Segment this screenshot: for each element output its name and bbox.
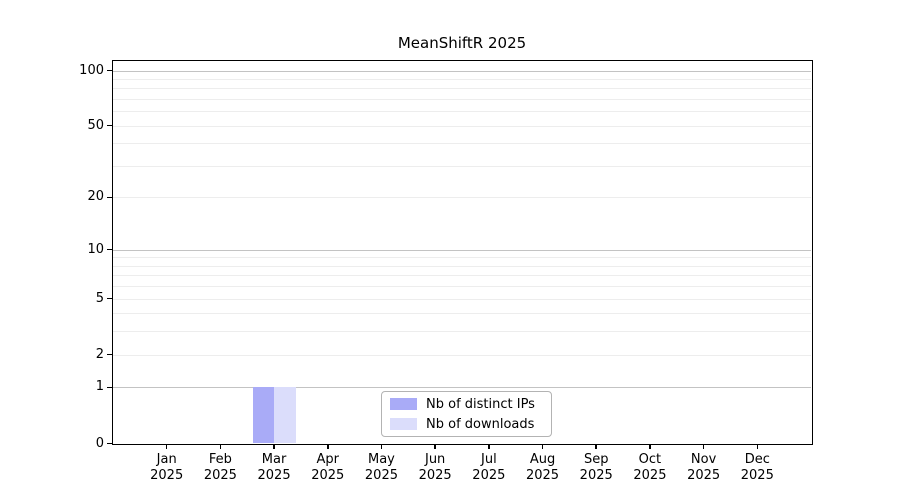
x-tick bbox=[380, 444, 383, 449]
bar-downloads bbox=[274, 387, 296, 444]
x-tick bbox=[488, 444, 490, 449]
y-tick-label: 0 bbox=[95, 435, 104, 451]
gridline-minor bbox=[113, 298, 811, 300]
x-tick-label: Oct 2025 bbox=[633, 452, 667, 483]
gridline-minor bbox=[113, 98, 811, 100]
gridline-minor bbox=[113, 331, 811, 333]
x-tick bbox=[649, 444, 651, 449]
x-tick-label: May 2025 bbox=[364, 452, 398, 483]
gridline-minor bbox=[113, 286, 811, 288]
y-tick bbox=[106, 297, 112, 300]
x-tick bbox=[327, 444, 329, 449]
x-tick-label: Dec 2025 bbox=[740, 452, 774, 483]
x-tick bbox=[541, 444, 544, 449]
y-tick-label: 20 bbox=[87, 189, 104, 205]
x-tick-label: Apr 2025 bbox=[311, 452, 345, 483]
gridline-minor bbox=[113, 275, 811, 277]
x-tick bbox=[219, 444, 222, 449]
y-tick-label: 5 bbox=[95, 290, 104, 306]
x-tick bbox=[165, 444, 168, 449]
legend-swatch-downloads bbox=[390, 418, 417, 430]
plot-frame bbox=[111, 59, 813, 445]
y-tick bbox=[106, 386, 112, 389]
legend-label-downloads: Nb of downloads bbox=[426, 416, 535, 432]
x-tick-label: Mar 2025 bbox=[257, 452, 291, 483]
x-tick bbox=[756, 444, 759, 449]
legend-swatch-distinct-ips bbox=[390, 398, 417, 410]
gridline-minor bbox=[113, 197, 811, 199]
plot-area bbox=[113, 61, 811, 444]
gridline-minor bbox=[113, 125, 811, 127]
gridline-minor bbox=[113, 78, 811, 80]
gridline-minor bbox=[113, 88, 811, 90]
gridline-minor bbox=[113, 165, 811, 167]
x-tick-label: Jul 2025 bbox=[472, 452, 506, 483]
gridline-major bbox=[113, 249, 811, 251]
x-tick bbox=[595, 444, 597, 449]
y-tick bbox=[106, 353, 112, 356]
x-tick bbox=[273, 444, 275, 449]
gridline-minor bbox=[113, 313, 811, 315]
y-tick-label: 100 bbox=[79, 62, 104, 78]
x-tick bbox=[434, 444, 436, 449]
x-tick-label: Aug 2025 bbox=[525, 452, 560, 483]
y-tick-label: 1 bbox=[95, 379, 104, 395]
x-tick-label: Feb 2025 bbox=[203, 452, 237, 483]
gridline-minor bbox=[113, 265, 811, 267]
y-tick bbox=[106, 69, 112, 72]
y-tick bbox=[106, 196, 112, 199]
x-tick-label: Nov 2025 bbox=[687, 452, 721, 483]
legend-label-distinct-ips: Nb of distinct IPs bbox=[426, 396, 535, 412]
x-tick-label: Jan 2025 bbox=[150, 452, 184, 483]
y-tick bbox=[106, 248, 112, 251]
gridline-minor bbox=[113, 257, 811, 259]
y-tick-label: 10 bbox=[87, 241, 104, 257]
bar-distinct-ips bbox=[252, 387, 275, 444]
gridline-minor bbox=[113, 354, 811, 356]
gridline-major bbox=[113, 387, 811, 389]
y-tick bbox=[106, 442, 112, 445]
x-tick bbox=[702, 444, 705, 449]
x-tick-label: Jun 2025 bbox=[418, 452, 452, 483]
gridline-major bbox=[113, 70, 811, 72]
gridline-minor bbox=[113, 143, 811, 145]
legend-item-downloads: Nb of downloads bbox=[390, 416, 551, 433]
gridline-minor bbox=[113, 111, 811, 113]
y-tick-label: 50 bbox=[87, 117, 104, 133]
y-tick-label: 2 bbox=[95, 346, 104, 362]
y-tick bbox=[106, 124, 112, 127]
legend: Nb of distinct IPs Nb of downloads bbox=[381, 391, 552, 437]
chart-title: MeanShiftR 2025 bbox=[397, 34, 527, 52]
legend-item-distinct-ips: Nb of distinct IPs bbox=[390, 396, 551, 413]
x-tick-label: Sep 2025 bbox=[579, 452, 613, 483]
